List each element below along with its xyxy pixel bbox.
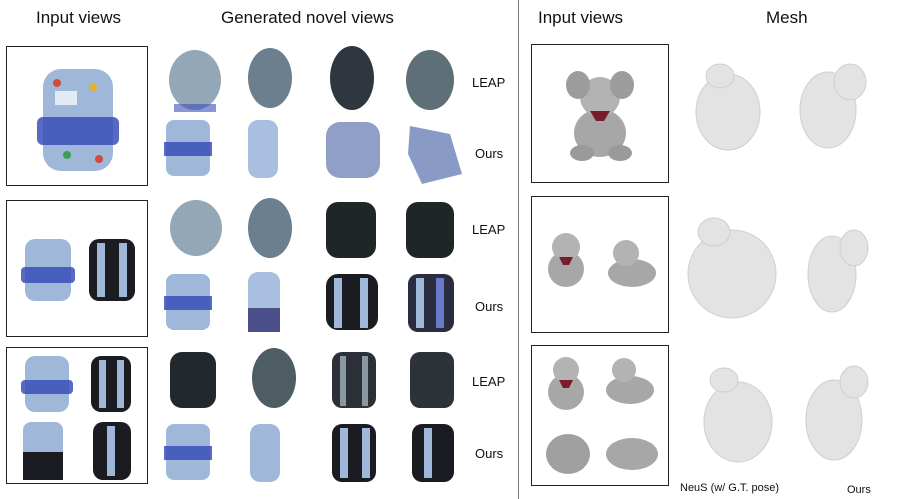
row3-ours-label: Ours [475, 446, 503, 461]
mesh-renders [678, 52, 898, 492]
row2-ours-label: Ours [475, 299, 503, 314]
row2-leap-views [160, 198, 460, 264]
row1-leap-label: LEAP [472, 75, 505, 90]
plush-input-frame-3 [531, 345, 669, 486]
row1-leap-views [160, 48, 460, 118]
backpack-front-image [7, 47, 149, 187]
header-mesh: Mesh [766, 8, 808, 28]
row2-leap-label: LEAP [472, 222, 505, 237]
header-input-views-left: Input views [36, 8, 121, 28]
row3-leap-label: LEAP [472, 374, 505, 389]
row3-ours-views [160, 420, 460, 486]
plush-four-views-image [532, 346, 670, 487]
backpack-four-views-image [7, 348, 149, 485]
backpack-two-views-image [7, 201, 149, 338]
row2-ours-views [160, 268, 460, 336]
ours-mesh-caption: Ours [847, 484, 871, 496]
input-frame-1 [6, 46, 148, 186]
plush-two-views-image [532, 197, 670, 334]
row1-ours-views [160, 114, 460, 186]
header-input-views-right: Input views [538, 8, 623, 28]
neus-caption: NeuS (w/ G.T. pose) [680, 482, 779, 494]
input-frame-2 [6, 200, 148, 337]
vertical-divider [518, 0, 519, 499]
row3-leap-views [160, 348, 460, 414]
input-frame-3 [6, 347, 148, 484]
plush-front-image [532, 45, 670, 184]
header-generated-novel-views: Generated novel views [221, 8, 394, 28]
row1-ours-label: Ours [475, 146, 503, 161]
plush-input-frame-2 [531, 196, 669, 333]
plush-input-frame-1 [531, 44, 669, 183]
